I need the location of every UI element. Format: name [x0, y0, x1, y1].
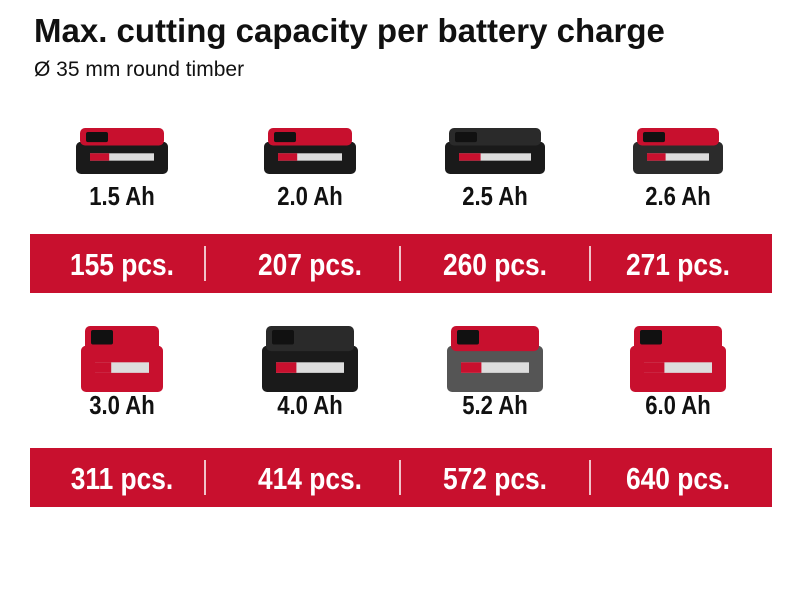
capacity-label: 2.5 Ah	[462, 182, 527, 211]
battery-stripe	[95, 362, 112, 373]
capacity-label: 1.5 Ah	[89, 182, 154, 211]
battery-icon	[264, 128, 356, 174]
battery-stripe	[276, 362, 297, 373]
capacity-label: 2.0 Ah	[277, 182, 342, 211]
capacity-label: 2.6 Ah	[645, 182, 710, 211]
value-band	[30, 234, 772, 293]
battery-icon	[633, 128, 723, 174]
pieces-value: 155 pcs.	[70, 248, 174, 282]
battery-latch	[640, 330, 662, 345]
battery-latch	[86, 132, 108, 143]
battery-stripe	[461, 362, 482, 373]
pieces-value: 414 pcs.	[258, 462, 362, 496]
capacity-label: 6.0 Ah	[645, 391, 710, 420]
battery-label	[95, 362, 149, 373]
battery-stripe	[90, 153, 110, 161]
pieces-value: 640 pcs.	[626, 462, 730, 496]
pieces-value: 271 pcs.	[626, 248, 730, 282]
battery-label	[90, 153, 154, 161]
battery-label	[278, 153, 342, 161]
battery-stripe	[459, 153, 481, 161]
battery-icon	[262, 326, 358, 392]
battery-stripe	[644, 362, 665, 373]
battery-stripe	[647, 153, 666, 161]
battery-label	[647, 153, 709, 161]
title: Max. cutting capacity per battery charge	[34, 12, 665, 49]
battery-latch	[455, 132, 477, 143]
battery-latch	[91, 330, 113, 345]
battery-icon	[76, 128, 168, 174]
battery-latch	[274, 132, 296, 143]
pieces-value: 572 pcs.	[443, 462, 547, 496]
subtitle: Ø 35 mm round timber	[34, 58, 244, 81]
value-band	[30, 448, 772, 507]
capacity-label: 4.0 Ah	[277, 391, 342, 420]
pieces-value: 311 pcs.	[71, 462, 173, 496]
battery-label	[459, 153, 531, 161]
battery-label	[461, 362, 529, 373]
battery-label	[644, 362, 712, 373]
battery-icon	[445, 128, 545, 174]
battery-latch	[643, 132, 665, 143]
pieces-value: 260 pcs.	[443, 248, 547, 282]
battery-icon	[81, 326, 163, 392]
capacity-label: 3.0 Ah	[89, 391, 154, 420]
pieces-value: 207 pcs.	[258, 248, 362, 282]
battery-label	[276, 362, 344, 373]
battery-latch	[457, 330, 479, 345]
battery-stripe	[278, 153, 298, 161]
battery-latch	[272, 330, 294, 345]
battery-icon	[630, 326, 726, 392]
capacity-label: 5.2 Ah	[462, 391, 527, 420]
battery-icon	[447, 326, 543, 392]
